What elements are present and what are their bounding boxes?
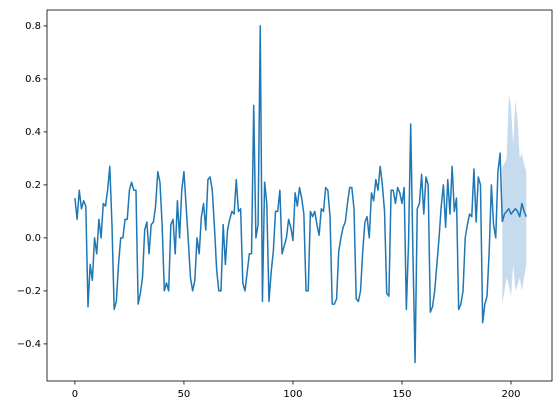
y-tick-label: 0.0 [25, 233, 41, 244]
line [501, 202, 527, 223]
y-tick-label: −0.2 [17, 286, 41, 297]
y-tick-label: −0.4 [17, 339, 41, 350]
x-tick-label: 50 [178, 389, 191, 400]
y-tick-label: 0.4 [25, 127, 41, 138]
x-tick-label: 0 [72, 389, 78, 400]
confidence-band [502, 94, 527, 305]
x-tick-label: 100 [283, 389, 302, 400]
x-tick-label: 200 [501, 389, 520, 400]
y-tick-label: 0.6 [25, 74, 41, 85]
line [74, 25, 504, 364]
y-tick-label: 0.8 [25, 21, 41, 32]
x-tick-label: 150 [392, 389, 411, 400]
y-tick-label: 0.2 [25, 180, 41, 191]
axes-frame [46, 9, 553, 382]
